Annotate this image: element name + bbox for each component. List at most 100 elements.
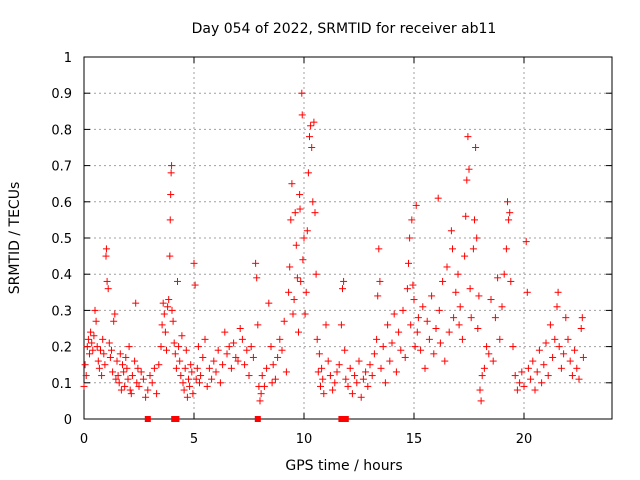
- data-point: [221, 328, 229, 336]
- data-point: [575, 375, 583, 383]
- data-point: [119, 361, 126, 369]
- data-point: [159, 299, 167, 307]
- data-point: [128, 372, 136, 380]
- data-point: [471, 216, 478, 224]
- data-point: [320, 390, 328, 398]
- data-point: [122, 353, 130, 361]
- data-point: [344, 382, 352, 390]
- data-point: [83, 343, 91, 351]
- data-point: [339, 285, 346, 293]
- data-point: [411, 343, 419, 351]
- data-point: [238, 335, 246, 343]
- data-point: [516, 379, 524, 387]
- data-point: [388, 339, 396, 347]
- data-point: [87, 328, 95, 336]
- data-point: [364, 382, 372, 390]
- data-point: [177, 372, 185, 380]
- data-point: [551, 335, 559, 343]
- data-point: [225, 343, 233, 351]
- data-point: [189, 390, 197, 398]
- data-point: [502, 245, 510, 253]
- data-point: [306, 133, 313, 141]
- zero-value-marker: [173, 416, 180, 422]
- data-point: [405, 259, 412, 267]
- data-point: [445, 328, 453, 336]
- data-point: [188, 368, 196, 376]
- data-point: [466, 285, 474, 293]
- data-point: [312, 270, 320, 278]
- data-point: [142, 393, 150, 401]
- data-point: [258, 372, 266, 380]
- data-point: [114, 372, 122, 380]
- data-point: [254, 321, 262, 329]
- data-point: [112, 375, 120, 383]
- data-point: [579, 353, 587, 361]
- data-point: [485, 350, 493, 358]
- data-point: [401, 353, 409, 361]
- y-axis-label: SRMTID / TECUs: [7, 182, 23, 295]
- data-point: [562, 314, 570, 322]
- data-point: [263, 364, 271, 372]
- data-point: [89, 346, 97, 354]
- data-point: [302, 288, 310, 296]
- data-point: [236, 325, 244, 332]
- data-point: [181, 364, 189, 372]
- data-point: [166, 216, 174, 224]
- data-point: [322, 321, 330, 329]
- data-point: [165, 296, 173, 304]
- data-point: [337, 321, 345, 329]
- x-tick-label: 20: [516, 432, 533, 447]
- data-point: [170, 339, 178, 347]
- data-point: [507, 277, 515, 285]
- data-point: [166, 252, 174, 260]
- data-point: [395, 328, 403, 336]
- data-point: [91, 306, 99, 314]
- data-point: [81, 361, 89, 369]
- data-point: [392, 368, 400, 376]
- data-point: [282, 368, 290, 376]
- data-point: [436, 339, 444, 347]
- data-point: [489, 357, 497, 365]
- data-point: [513, 386, 521, 394]
- data-point: [476, 386, 484, 394]
- data-point: [133, 379, 141, 387]
- data-point: [265, 299, 273, 307]
- data-point: [315, 350, 323, 358]
- data-point: [123, 364, 131, 372]
- data-point: [180, 386, 188, 394]
- data-point: [137, 368, 145, 376]
- data-point: [186, 382, 194, 390]
- data-point: [555, 343, 563, 351]
- y-tick-label: 0.9: [51, 87, 72, 102]
- data-point: [199, 353, 207, 361]
- x-tick-label: 0: [80, 432, 88, 447]
- data-point: [234, 357, 242, 365]
- data-point: [505, 216, 513, 224]
- data-point: [362, 368, 370, 376]
- y-tick-label: 0.6: [51, 196, 72, 211]
- data-point: [480, 364, 488, 372]
- data-point: [148, 379, 156, 387]
- data-point: [324, 357, 332, 365]
- data-point: [260, 382, 268, 390]
- data-point: [313, 335, 321, 343]
- data-point: [524, 364, 532, 372]
- data-point: [120, 368, 128, 376]
- data-point: [194, 343, 202, 351]
- data-point: [455, 321, 463, 329]
- data-point: [196, 379, 203, 387]
- data-point: [403, 285, 411, 293]
- data-point: [566, 357, 574, 365]
- data-point: [90, 332, 98, 340]
- data-point: [447, 227, 455, 235]
- data-point: [88, 339, 96, 347]
- data-point: [164, 303, 172, 311]
- data-point: [127, 390, 135, 398]
- data-point: [286, 263, 294, 271]
- zero-value-marker: [144, 416, 151, 422]
- data-point: [169, 317, 177, 325]
- data-point: [124, 375, 132, 383]
- data-point: [287, 216, 295, 224]
- data-point: [146, 372, 154, 380]
- data-point: [494, 274, 502, 282]
